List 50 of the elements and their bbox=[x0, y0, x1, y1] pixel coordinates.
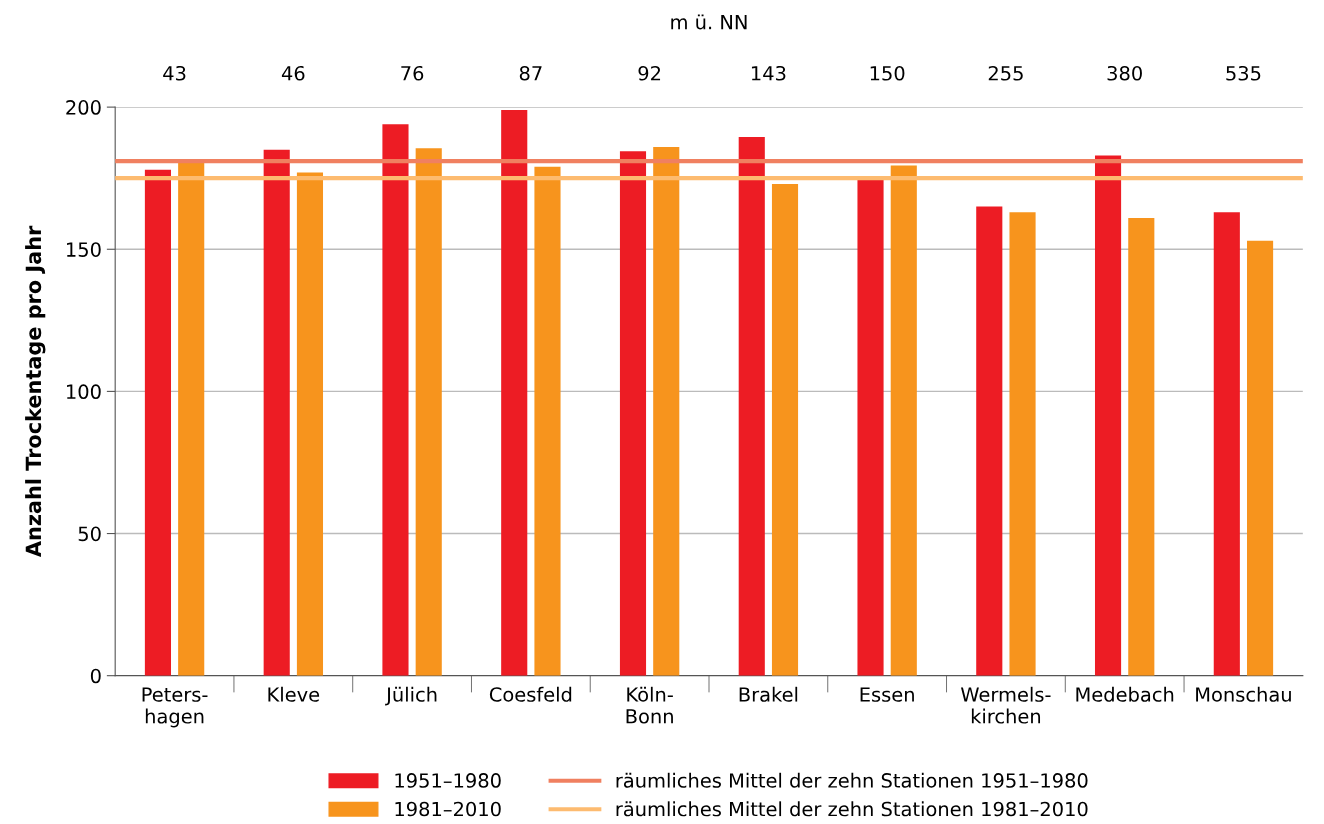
x2-axis-title: m ü. NN bbox=[671, 14, 747, 30]
y-tick-label: 0 bbox=[90, 668, 101, 684]
x-tick-label: Kleve bbox=[268, 686, 320, 702]
text: 92 bbox=[638, 65, 661, 81]
text: 143 bbox=[751, 65, 786, 81]
bar bbox=[415, 148, 442, 676]
x-tick-label: Medebach bbox=[1076, 686, 1174, 702]
bar bbox=[890, 165, 917, 676]
bar bbox=[1213, 212, 1240, 676]
bar bbox=[1128, 217, 1155, 676]
y-tick-label: 100 bbox=[67, 384, 101, 400]
text: 43 bbox=[163, 65, 186, 81]
y-tick-label: 200 bbox=[66, 100, 101, 115]
bar bbox=[263, 149, 290, 676]
x-tick-label: Essen bbox=[860, 687, 914, 702]
y-axis-title: Anzahl Trockentage pro Jahr bbox=[25, 225, 46, 558]
x-tick-label: Coesfeld bbox=[489, 686, 572, 702]
bar bbox=[534, 166, 561, 676]
bar bbox=[619, 151, 647, 676]
text: 255 bbox=[988, 65, 1023, 81]
y-tick-label: 50 bbox=[78, 526, 101, 542]
bar bbox=[382, 124, 409, 676]
legend-label: 1951–1980 bbox=[395, 773, 501, 788]
bar bbox=[771, 183, 799, 676]
bar bbox=[653, 146, 680, 676]
x-tick-label: Wermels- kirchen bbox=[960, 686, 1051, 724]
text: 535 bbox=[1226, 65, 1261, 81]
bar bbox=[976, 206, 1003, 676]
bar bbox=[738, 136, 765, 676]
text: 150 bbox=[870, 65, 905, 81]
legend-label: 1981–2010 bbox=[395, 801, 501, 817]
legend-label: räumliches Mittel der zehn Stationen 1951–1980 bbox=[616, 772, 1088, 788]
bar bbox=[501, 109, 528, 676]
y-tick-label: 150 bbox=[67, 242, 101, 257]
text: 46 bbox=[281, 65, 305, 81]
x-tick-label: Brakel bbox=[739, 686, 798, 702]
bar bbox=[144, 169, 172, 676]
x-tick-label: Köln- Bonn bbox=[626, 686, 673, 724]
text: 87 bbox=[519, 65, 542, 81]
bar bbox=[296, 172, 324, 676]
text: 380 bbox=[1107, 65, 1142, 81]
x-tick-label: Peters- hagen bbox=[142, 687, 208, 728]
bar bbox=[1094, 155, 1122, 676]
bar bbox=[857, 179, 884, 676]
bar bbox=[1009, 212, 1036, 676]
legend-label: räumliches Mittel der zehn Stationen 1981–2010 bbox=[616, 801, 1088, 817]
x-tick-label: Monschau bbox=[1196, 686, 1291, 702]
x-tick-label: Jülich bbox=[385, 686, 437, 706]
text: 76 bbox=[401, 65, 424, 81]
bar bbox=[1247, 240, 1274, 676]
